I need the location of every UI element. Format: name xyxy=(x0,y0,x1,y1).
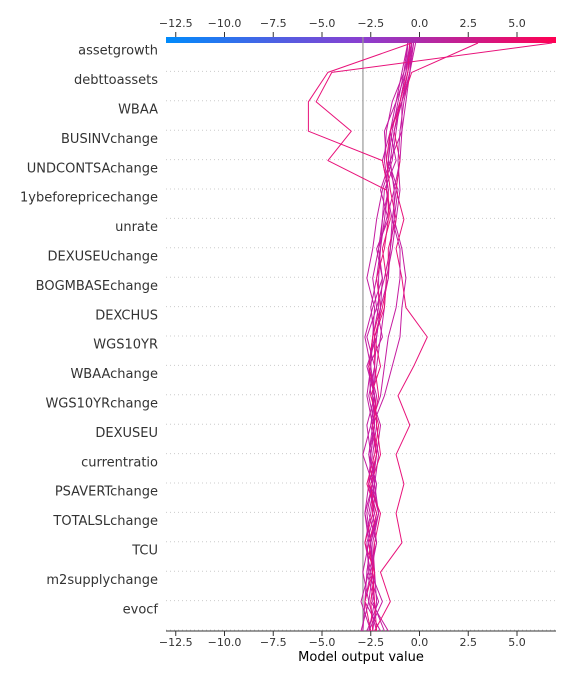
decision-path xyxy=(366,42,413,632)
top-x-axis: −12.5 −10.0 −7.5 −5.0 −2.5 0.0 2.5 5.0 xyxy=(159,17,556,43)
feature-label: PSAVERTchange xyxy=(55,485,158,500)
decision-path xyxy=(374,42,428,632)
decision-path xyxy=(362,42,415,632)
decision-lines xyxy=(307,42,553,632)
decision-path xyxy=(360,42,409,632)
feature-label: WBAAchange xyxy=(70,367,158,382)
feature-label: WGS10YR xyxy=(93,338,158,353)
decision-path xyxy=(360,42,417,632)
feature-label: unrate xyxy=(115,220,158,235)
feature-label: DEXUSEU xyxy=(95,426,158,441)
feature-label: WBAA xyxy=(118,103,158,118)
feature-label: TOTALSLchange xyxy=(52,514,158,529)
decision-path xyxy=(315,42,553,632)
top-tick-label: 5.0 xyxy=(508,17,526,30)
colorbar xyxy=(166,37,556,43)
bottom-tick-label: 0.0 xyxy=(411,636,429,649)
bottom-tick-label: −12.5 xyxy=(159,636,193,649)
feature-label: currentratio xyxy=(81,455,158,470)
top-tick-label: −12.5 xyxy=(159,17,193,30)
top-tick-label: −7.5 xyxy=(260,17,287,30)
bottom-x-axis: −12.5 −10.0 −7.5 −5.0 −2.5 0.0 2.5 5.0 xyxy=(159,630,556,649)
feature-label: UNDCONTSAchange xyxy=(27,161,158,176)
feature-label: DEXCHUS xyxy=(95,308,158,323)
bottom-tick-label: −5.0 xyxy=(309,636,336,649)
top-tick-label: −5.0 xyxy=(309,17,336,30)
bottom-tick-label: −10.0 xyxy=(208,636,242,649)
feature-label: 1ybeforepricechange xyxy=(20,191,158,206)
feature-labels: assetgrowth debttoassets WBAA BUSINVchange U… xyxy=(20,44,158,618)
top-tick-label: −2.5 xyxy=(357,17,384,30)
feature-gridlines xyxy=(166,70,556,631)
top-tick-label: 0.0 xyxy=(411,17,429,30)
feature-label: BUSINVchange xyxy=(61,132,158,147)
bottom-tick-label: 2.5 xyxy=(460,636,478,649)
decision-path xyxy=(364,42,409,632)
top-tick-label: −10.0 xyxy=(208,17,242,30)
feature-label: WGS10YRchange xyxy=(45,397,158,412)
feature-label: debttoassets xyxy=(74,73,158,88)
feature-label: BOGMBASEchange xyxy=(36,279,158,294)
decision-path xyxy=(366,42,413,632)
bottom-tick-label: 5.0 xyxy=(508,636,526,649)
bottom-tick-label: −2.5 xyxy=(357,636,384,649)
feature-label: evocf xyxy=(123,602,159,617)
feature-label: m2supplychange xyxy=(46,573,158,588)
feature-label: assetgrowth xyxy=(78,44,158,59)
decision-path xyxy=(370,42,413,632)
bottom-tick-label: −7.5 xyxy=(260,636,287,649)
top-tick-label: 2.5 xyxy=(460,17,478,30)
feature-label: TCU xyxy=(131,544,158,559)
feature-label: DEXUSEUchange xyxy=(48,250,158,265)
x-axis-title: Model output value xyxy=(298,650,424,665)
